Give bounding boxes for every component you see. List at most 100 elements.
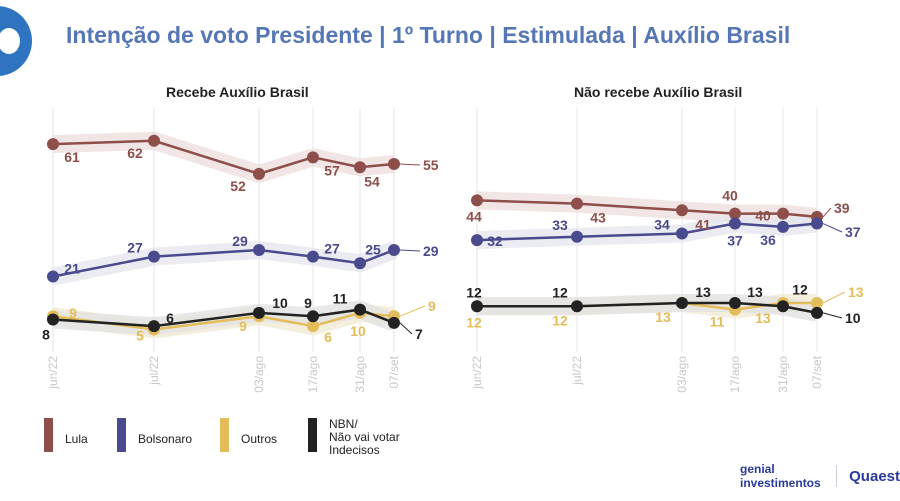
data-label: 13 <box>695 284 711 300</box>
data-label: 13 <box>655 309 671 325</box>
x-tick-label: 03/ago <box>252 356 266 393</box>
data-label: 25 <box>365 241 381 257</box>
data-point <box>811 296 823 309</box>
series-line <box>52 248 395 278</box>
x-tick-label: 17/ago <box>728 356 742 393</box>
data-label: 7 <box>415 326 423 342</box>
page-title: Intenção de voto Presidente | 1º Turno |… <box>66 22 791 48</box>
data-label: 10 <box>845 310 861 326</box>
data-label: 54 <box>364 173 380 189</box>
data-point <box>777 207 789 220</box>
legend-swatch <box>308 418 317 452</box>
legend-label: Outros <box>241 432 278 446</box>
confidence-band <box>52 131 395 183</box>
label-leader <box>399 305 426 317</box>
legend-swatch <box>44 418 53 452</box>
label-leader <box>822 312 843 319</box>
data-label: 11 <box>710 314 725 330</box>
data-label: 33 <box>552 217 568 233</box>
chart-title-nao-recebe: Não recebe Auxílio Brasil <box>574 84 743 100</box>
data-point <box>148 134 160 147</box>
label-leader <box>399 249 421 252</box>
data-label: 13 <box>747 284 763 300</box>
data-label: 40 <box>755 208 771 224</box>
data-label: 44 <box>466 208 482 224</box>
data-label: 9 <box>428 298 436 314</box>
data-point <box>47 313 59 326</box>
x-tick-label: 31/ago <box>776 356 790 393</box>
data-label: 5 <box>136 327 144 343</box>
data-point <box>777 300 789 313</box>
legend-nbn: NBN/ Não vai votar Indecisos <box>308 418 400 457</box>
data-point <box>729 207 741 220</box>
series-line <box>52 308 395 328</box>
data-point <box>676 204 688 217</box>
legend-label: NBN/ Não vai votar Indecisos <box>329 417 400 457</box>
data-label: 9 <box>239 318 247 334</box>
data-label: 29 <box>232 233 248 249</box>
data-label: 61 <box>64 149 80 165</box>
data-point <box>811 217 823 230</box>
data-label: 6 <box>324 329 332 345</box>
data-point <box>471 300 483 313</box>
data-label: 52 <box>230 178 246 194</box>
data-label: 12 <box>466 284 482 300</box>
data-point <box>811 306 823 319</box>
label-leader <box>822 291 846 304</box>
data-point <box>253 167 265 180</box>
data-label: 12 <box>552 312 568 328</box>
x-tick-label: jun/22 <box>46 356 60 390</box>
data-label: 21 <box>64 260 80 276</box>
x-tick-label: 03/ago <box>675 356 689 393</box>
data-label: 62 <box>127 145 143 161</box>
data-label: 10 <box>272 295 288 311</box>
data-label: 39 <box>834 200 850 216</box>
legend-label: Bolsonaro <box>138 432 193 446</box>
x-tick-label: jul/22 <box>570 356 584 386</box>
logo-divider <box>836 465 838 487</box>
data-point <box>354 303 366 316</box>
data-point <box>354 161 366 174</box>
data-point <box>571 230 583 243</box>
data-point <box>388 244 400 257</box>
data-label: 8 <box>42 327 50 343</box>
data-point <box>388 316 400 329</box>
data-label: 13 <box>755 310 771 326</box>
data-label: 32 <box>487 233 503 249</box>
data-point <box>307 151 319 164</box>
data-point <box>388 157 400 170</box>
data-point <box>148 250 160 263</box>
data-label: 13 <box>848 284 864 300</box>
data-point <box>676 296 688 309</box>
data-point <box>307 310 319 323</box>
data-label: 40 <box>722 188 738 204</box>
data-label: 29 <box>423 243 439 259</box>
label-leader <box>399 322 413 335</box>
data-label: 10 <box>350 323 366 339</box>
x-tick-label: 07/set <box>387 355 401 388</box>
data-point <box>729 296 741 309</box>
data-point <box>47 270 59 283</box>
x-tick-label: 07/set <box>810 355 824 388</box>
data-label: 12 <box>792 281 808 297</box>
label-leader <box>822 207 832 218</box>
data-point <box>307 250 319 263</box>
confidence-band <box>51 241 398 286</box>
x-tick-label: jul/22 <box>147 356 161 386</box>
genial-logo: genial investimentos <box>740 462 821 490</box>
x-tick-label: 31/ago <box>353 356 367 393</box>
data-label: 37 <box>845 224 861 240</box>
data-label: 11 <box>333 291 348 307</box>
data-point <box>471 234 483 247</box>
legend-swatch <box>220 418 229 452</box>
legend-swatch <box>117 418 126 452</box>
legend-label: Lula <box>65 432 88 446</box>
data-label: 55 <box>423 157 439 173</box>
data-point <box>571 300 583 313</box>
data-point <box>729 217 741 230</box>
data-label: 27 <box>127 240 143 256</box>
x-tick-label: 17/ago <box>306 356 320 393</box>
quaest-logo: Quaest <box>849 467 900 485</box>
legend-bolsonaro: Bolsonaro <box>117 418 192 452</box>
legend-lula: Lula <box>44 418 88 452</box>
